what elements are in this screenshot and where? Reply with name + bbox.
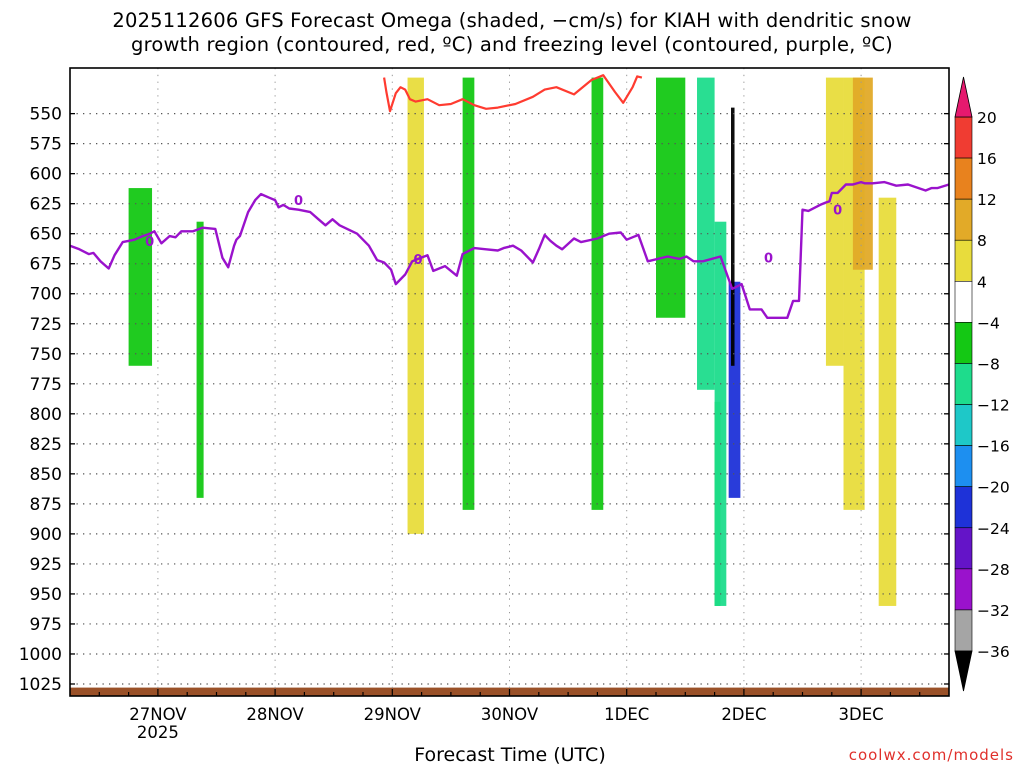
colorbar-label-9: −20: [977, 479, 1010, 497]
colorbar: 20 16 12 8 4 −4 −8 −12 −16 −20 −24 −28 −32 −36: [954, 76, 1010, 692]
colorbar-segment-0: [954, 116, 973, 159]
ytick-label-725: 725: [30, 315, 62, 335]
xtick-label-29NOV: 29NOV: [364, 705, 422, 724]
chart-title-line2: growth region (contoured, red, ºC) and f…: [131, 33, 893, 56]
colorbar-segment-2: [954, 198, 973, 241]
colorbar-segment-11: [954, 568, 973, 611]
omega-band-11: [825, 77, 844, 366]
ytick-label-650: 650: [30, 225, 62, 245]
omega-band-5: [656, 77, 686, 318]
omega-band-13: [852, 77, 873, 270]
ytick-label-950: 950: [30, 585, 62, 605]
colorbar-segment-12: [954, 609, 973, 652]
chart-title-line1: 2025112606 GFS Forecast Omega (shaded, −…: [112, 9, 912, 32]
source-credit[interactable]: coolwx.com/models: [848, 746, 1014, 764]
colorbar-label-4: 4: [977, 273, 987, 291]
omega-band-9: [728, 281, 741, 498]
xtick-label-30NOV: 30NOV: [481, 705, 539, 724]
colorbar-segment-5: [954, 322, 973, 364]
omega-band-1: [196, 221, 204, 498]
colorbar-label-3: 8: [977, 232, 987, 250]
omega-band-3: [462, 77, 475, 510]
omega-band-14: [878, 197, 897, 606]
colorbar-label-2: 12: [977, 191, 997, 209]
ytick-label-975: 975: [30, 615, 62, 635]
colorbar-label-1: 16: [977, 150, 997, 168]
xtick-label-2DEC: 2DEC: [721, 705, 766, 724]
colorbar-segment-3: [954, 239, 973, 282]
freezing-level-label-1: 0: [294, 194, 303, 209]
dgz-contour-line: [383, 74, 643, 113]
y-axis: 550 575 600 625 650 675 700 725 750 775 800 825 850 8…: [19, 105, 949, 695]
colorbar-segment-7: [954, 404, 973, 446]
freezing-level-contour: 0 0 0 0 0: [69, 180, 950, 319]
omega-band-2: [407, 77, 424, 534]
omega-shading: [128, 77, 897, 606]
freezing-level-line: [69, 180, 950, 319]
ytick-label-550: 550: [30, 105, 62, 125]
dgz-contour: [383, 74, 643, 113]
freezing-level-label-0: 0: [145, 235, 154, 250]
x-axis-title: Forecast Time (UTC): [414, 744, 606, 766]
colorbar-arrow-bottom: [954, 650, 973, 692]
ytick-label-775: 775: [30, 375, 62, 395]
ytick-label-900: 900: [30, 525, 62, 545]
colorbar-label-5: −4: [977, 314, 1000, 332]
colorbar-segment-1: [954, 157, 973, 200]
omega-band-7: [697, 77, 715, 390]
xtick-label-27NOV: 27NOV: [129, 705, 187, 724]
ytick-label-800: 800: [30, 405, 62, 425]
omega-band-0: [128, 188, 153, 366]
colorbar-label-7: −12: [977, 397, 1010, 415]
freezing-level-label-4: 0: [833, 204, 842, 219]
xtick-label-3DEC: 3DEC: [839, 705, 884, 724]
omega-band-10: [731, 107, 735, 366]
ytick-label-850: 850: [30, 465, 62, 485]
colorbar-label-0: 20: [977, 109, 997, 127]
colorbar-label-8: −16: [977, 438, 1010, 456]
xtick-year-label: 2025: [137, 723, 179, 742]
colorbar-segment-6: [954, 363, 973, 405]
colorbar-segment-4: [954, 281, 973, 323]
grid: [70, 68, 949, 696]
ytick-label-1000: 1000: [19, 645, 62, 665]
ytick-label-1025: 1025: [19, 675, 62, 695]
colorbar-arrow-top: [954, 76, 973, 118]
colorbar-label-13: −36: [977, 643, 1010, 661]
colorbar-label-6: −8: [977, 355, 1000, 373]
colorbar-segment-9: [954, 486, 973, 529]
ytick-label-825: 825: [30, 435, 62, 455]
colorbar-label-12: −32: [977, 602, 1010, 620]
ytick-label-875: 875: [30, 495, 62, 515]
colorbar-segment-10: [954, 527, 973, 570]
colorbar-segment-8: [954, 445, 973, 487]
ytick-label-750: 750: [30, 345, 62, 365]
ytick-label-700: 700: [30, 285, 62, 305]
ytick-label-925: 925: [30, 555, 62, 575]
colorbar-label-11: −28: [977, 561, 1010, 579]
ytick-label-575: 575: [30, 135, 62, 155]
ytick-label-675: 675: [30, 255, 62, 275]
ytick-label-600: 600: [30, 165, 62, 185]
xtick-label-1DEC: 1DEC: [604, 705, 649, 724]
colorbar-label-10: −24: [977, 520, 1010, 538]
freezing-level-label-3: 0: [764, 252, 773, 267]
freezing-level-label-2: 0: [414, 253, 423, 268]
ytick-label-625: 625: [30, 195, 62, 215]
xtick-label-28NOV: 28NOV: [246, 705, 304, 724]
x-axis: 27NOV 28NOV 29NOV 30NOV 1DEC 2DEC 3DEC 2025: [98, 689, 921, 742]
